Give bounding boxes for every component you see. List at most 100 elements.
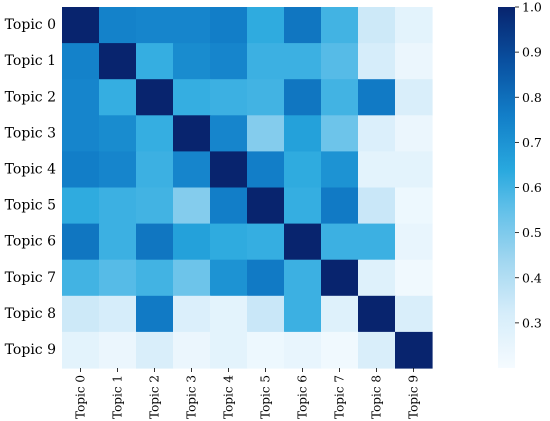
heatmap-cell [62,223,100,261]
heatmap-cell [358,115,396,152]
row-label: Topic 7 [5,270,56,286]
heatmap-cell [321,223,359,261]
heatmap-cell [395,151,433,189]
heatmap-cell [358,187,396,225]
row-label: Topic 6 [5,234,56,250]
heatmap-cell [62,7,100,44]
row-tick-labels: Topic 0 Topic 1 Topic 2 Topic 3 Topic 4 Topic… [5,17,56,358]
heatmap-cell [99,43,137,80]
column-label: Topic 0 [74,375,88,419]
row-label: Topic 0 [5,17,56,33]
column-label: Topic 5 [259,375,273,419]
row-label: Topic 1 [5,53,56,69]
heatmap-cell [395,43,433,80]
heatmap-cell [321,79,359,116]
column-label: Topic 3 [185,375,199,419]
colorbar-tick-label: 0.6 [522,180,542,195]
column-label: Topic 7 [333,375,347,419]
heatmap-cell [173,187,211,225]
column-label: Topic 8 [370,375,384,419]
heatmap-cell [358,43,396,80]
heatmap-cell [321,187,359,225]
heatmap-cell [210,223,248,261]
heatmap-cell [358,259,396,297]
colorbar-tick-label: 0.5 [522,225,542,240]
heatmap-cell [173,7,211,44]
heatmap-cell [136,151,174,189]
column-label: Topic 4 [222,375,236,419]
heatmap-cell [99,187,137,225]
heatmap-cell [62,259,100,297]
colorbar-tick-label: 0.9 [522,45,542,60]
heatmap-cell [173,331,211,369]
heatmap-cell [247,43,285,80]
heatmap-cell [210,151,248,189]
heatmap-cell [136,79,174,116]
heatmap-cell [284,79,322,116]
heatmap-cell [210,259,248,297]
row-label: Topic 3 [5,125,56,141]
heatmap-cell [136,7,174,44]
heatmap-cell [173,43,211,80]
heatmap-cell [395,223,433,261]
heatmap-cell [99,7,137,44]
heatmap-cell [358,223,396,261]
heatmap-cell [321,115,359,152]
row-label: Topic 9 [5,342,56,358]
heatmap-cell [173,151,211,189]
column-label: Topic 1 [111,375,125,419]
heatmap-cell [173,259,211,297]
heatmap-cell [395,295,433,333]
heatmap-cell [321,7,359,44]
heatmap-cell [62,295,100,333]
heatmap-cell [284,187,322,225]
heatmap-cell [62,79,100,116]
heatmap-cell [136,43,174,80]
colorbar-tick-label: 0.8 [522,90,542,105]
heatmap-cell [247,7,285,44]
heatmap-cell [247,151,285,189]
column-label: Topic 9 [407,375,421,419]
heatmap-cell [247,115,285,152]
heatmap-cell [247,79,285,116]
heatmap-cell [247,295,285,333]
heatmap-cell [284,7,322,44]
heatmap-cell [395,331,433,369]
row-label: Topic 2 [5,89,56,105]
heatmap-cell [99,151,137,189]
heatmap-cell [321,331,359,369]
heatmap-cell [210,7,248,44]
heatmap-cell [284,151,322,189]
heatmap-cell [210,115,248,152]
colorbar: 0.3 0.4 0.5 0.6 0.7 0.8 0.9 1.0 [498,0,542,368]
heatmap-cell [395,79,433,116]
heatmap-cell [210,43,248,80]
heatmap-cell [173,79,211,116]
colorbar-tick-label: 0.4 [522,270,542,285]
heatmap-cell [321,43,359,80]
colorbar-tick-label: 0.7 [522,135,542,150]
heatmap-cell [136,295,174,333]
heatmap-cell [62,115,100,152]
heatmap-cell [284,259,322,297]
heatmap-cell [62,151,100,189]
heatmap-cell [210,331,248,369]
heatmap-cell [136,115,174,152]
column-tick-labels: Topic 0 Topic 1 Topic 2 Topic 3 Topic 4 Topic… [74,368,421,419]
heatmap-cell [247,223,285,261]
heatmap-cell [247,187,285,225]
heatmap-cell [247,331,285,369]
heatmap-cell [136,259,174,297]
heatmap-cell [62,331,100,369]
heatmap-cell [99,259,137,297]
heatmap-cell [99,115,137,152]
colorbar-gradient [498,7,515,368]
heatmap-cell [136,331,174,369]
heatmap-cell [284,115,322,152]
heatmap-cell [321,295,359,333]
column-label: Topic 6 [296,375,310,419]
colorbar-tick-label: 1.0 [522,0,542,15]
heatmap-cell [358,79,396,116]
heatmap-cell [136,223,174,261]
